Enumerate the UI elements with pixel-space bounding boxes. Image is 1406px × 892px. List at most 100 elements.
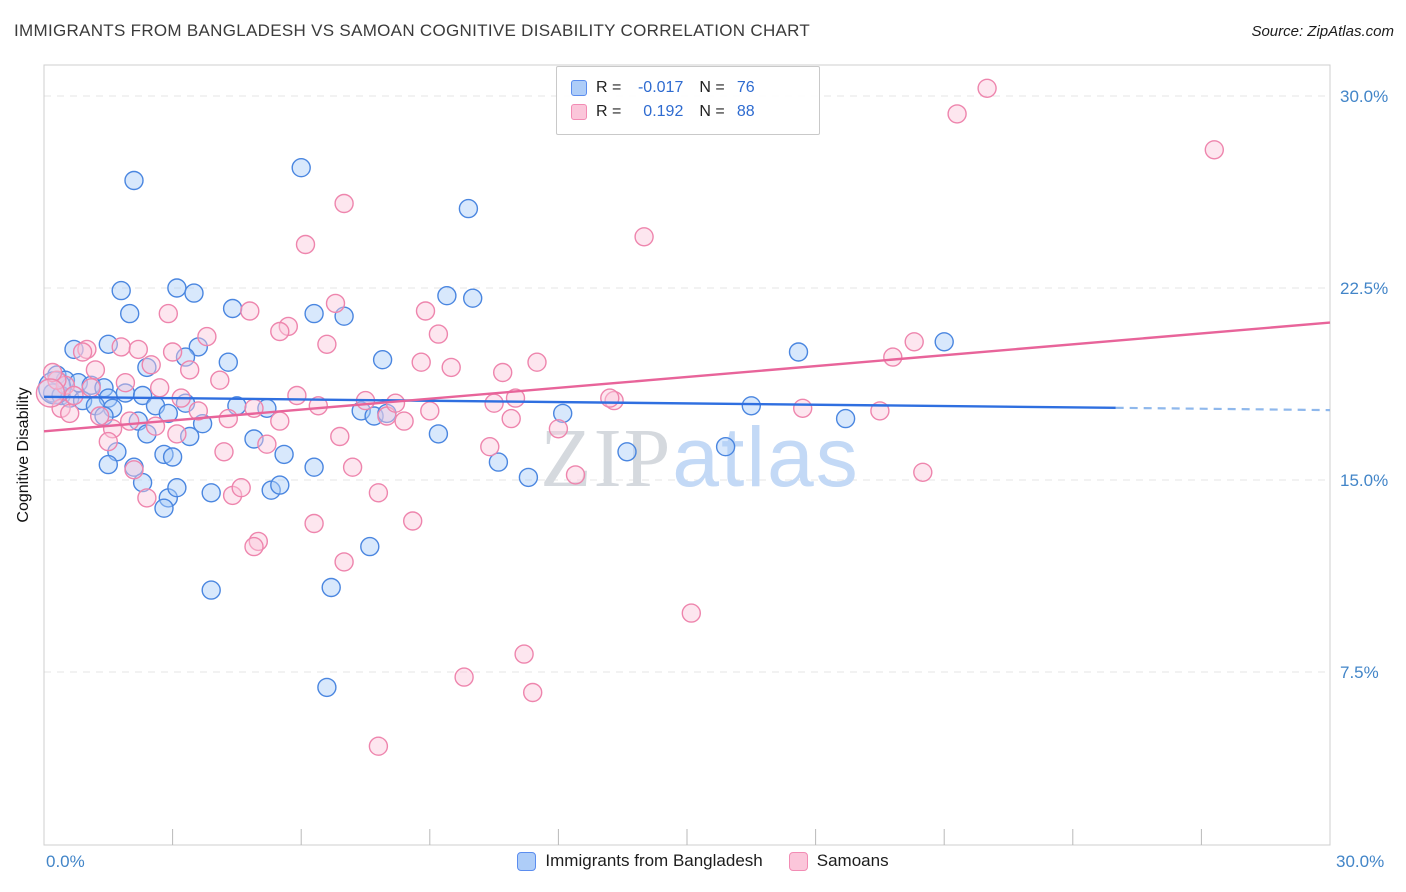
r-value-samoans: 0.192 — [643, 103, 684, 120]
n-value-bangladesh: 76 — [736, 79, 755, 96]
point-bangladesh — [162, 447, 183, 467]
point-samoan — [484, 393, 504, 413]
point-samoan — [167, 424, 187, 444]
bangladesh-legend-swatch — [517, 851, 537, 871]
point-bangladesh — [270, 475, 290, 495]
stats-row-samoans: R = 0.192 N = 88 — [571, 100, 807, 124]
point-bangladesh — [463, 288, 483, 308]
n-label: N = — [699, 79, 725, 96]
bangladesh-swatch — [571, 80, 587, 96]
point-bangladesh — [617, 442, 637, 462]
point-samoan — [793, 398, 813, 418]
point-samoan — [411, 352, 431, 372]
point-samoan — [548, 419, 569, 439]
point-samoan — [368, 483, 389, 503]
point-bangladesh — [184, 283, 204, 303]
legend-item-bangladesh[interactable]: Immigrants from Bangladesh — [517, 851, 763, 871]
point-samoan — [420, 401, 440, 421]
point-bangladesh — [741, 396, 761, 416]
point-samoan — [35, 378, 66, 408]
point-samoan — [523, 682, 543, 703]
point-samoan — [270, 411, 290, 431]
correlation-stats-box: R = -0.017 N = 76 R = 0.192 N = 88 — [556, 66, 820, 135]
point-samoan — [600, 388, 620, 408]
samoans-swatch — [571, 104, 587, 120]
y-tick-label: 22.5% — [1340, 279, 1388, 298]
point-bangladesh — [518, 467, 539, 488]
point-samoan — [149, 378, 170, 398]
point-bangladesh — [167, 278, 187, 298]
point-bangladesh — [201, 580, 221, 600]
y-tick-label: 30.0% — [1340, 87, 1388, 106]
point-samoan — [231, 478, 251, 498]
point-samoan — [244, 536, 264, 557]
point-samoan — [295, 234, 316, 255]
point-samoan — [124, 460, 144, 480]
point-samoan — [85, 360, 106, 380]
n-label: N = — [699, 103, 725, 120]
point-bangladesh — [835, 408, 856, 429]
point-samoan — [403, 511, 423, 531]
point-samoan — [304, 513, 324, 534]
y-tick-label: 15.0% — [1340, 471, 1388, 490]
point-samoan — [270, 321, 290, 342]
point-bangladesh — [274, 444, 294, 465]
legend-item-samoans[interactable]: Samoans — [788, 851, 889, 871]
point-samoan — [214, 442, 234, 462]
r-value-bangladesh: -0.017 — [637, 79, 684, 96]
point-bangladesh — [201, 483, 221, 503]
trend-line-dashed-extension — [1115, 406, 1331, 412]
point-samoan — [441, 357, 461, 378]
point-bangladesh — [291, 157, 311, 178]
point-samoan — [493, 362, 513, 383]
point-bangladesh — [124, 170, 144, 191]
point-samoan — [89, 406, 110, 426]
point-samoan — [480, 437, 500, 457]
point-bangladesh — [458, 198, 479, 219]
trend-line-bangladesh — [43, 395, 1116, 410]
watermark: ZIPatlas — [540, 410, 859, 505]
samoans-legend-swatch — [788, 851, 808, 871]
point-samoan — [287, 385, 307, 406]
point-bangladesh — [360, 536, 380, 557]
point-samoan — [188, 401, 209, 421]
point-samoan — [72, 342, 93, 362]
point-bangladesh — [132, 385, 153, 406]
point-bangladesh — [222, 298, 243, 319]
point-samoan — [257, 434, 277, 454]
y-axis-title: Cognitive Disability — [15, 387, 32, 523]
point-samoan — [334, 193, 354, 214]
page-title: IMMIGRANTS FROM BANGLADESH VS SAMOAN COG… — [14, 21, 811, 40]
point-bangladesh — [488, 452, 509, 472]
point-samoan — [883, 347, 903, 367]
point-samoan — [141, 355, 161, 375]
point-bangladesh — [167, 478, 187, 498]
point-samoan — [137, 488, 157, 508]
point-samoan — [119, 411, 140, 431]
source-label: Source: ZipAtlas.com — [1251, 23, 1394, 40]
point-samoan — [240, 301, 260, 321]
point-samoan — [317, 334, 337, 354]
point-samoan — [527, 352, 547, 372]
bangladesh-legend-label: Immigrants from Bangladesh — [545, 851, 763, 870]
point-samoan — [162, 342, 183, 362]
point-samoan — [904, 332, 924, 352]
point-samoan — [115, 373, 136, 393]
point-bangladesh — [304, 303, 324, 324]
point-samoan — [81, 378, 101, 398]
r-label: R = — [596, 103, 622, 120]
point-bangladesh — [321, 577, 341, 598]
point-bangladesh — [98, 454, 119, 475]
point-bangladesh — [715, 437, 736, 457]
point-bangladesh — [788, 342, 809, 362]
point-samoan — [368, 736, 389, 756]
samoans-legend-label: Samoans — [816, 851, 889, 870]
point-samoan — [330, 426, 350, 447]
point-samoan — [42, 362, 63, 383]
point-samoan — [158, 303, 179, 324]
point-samoan — [681, 603, 701, 623]
r-label: R = — [596, 79, 622, 96]
point-samoan — [634, 227, 654, 247]
point-bangladesh — [437, 286, 457, 306]
